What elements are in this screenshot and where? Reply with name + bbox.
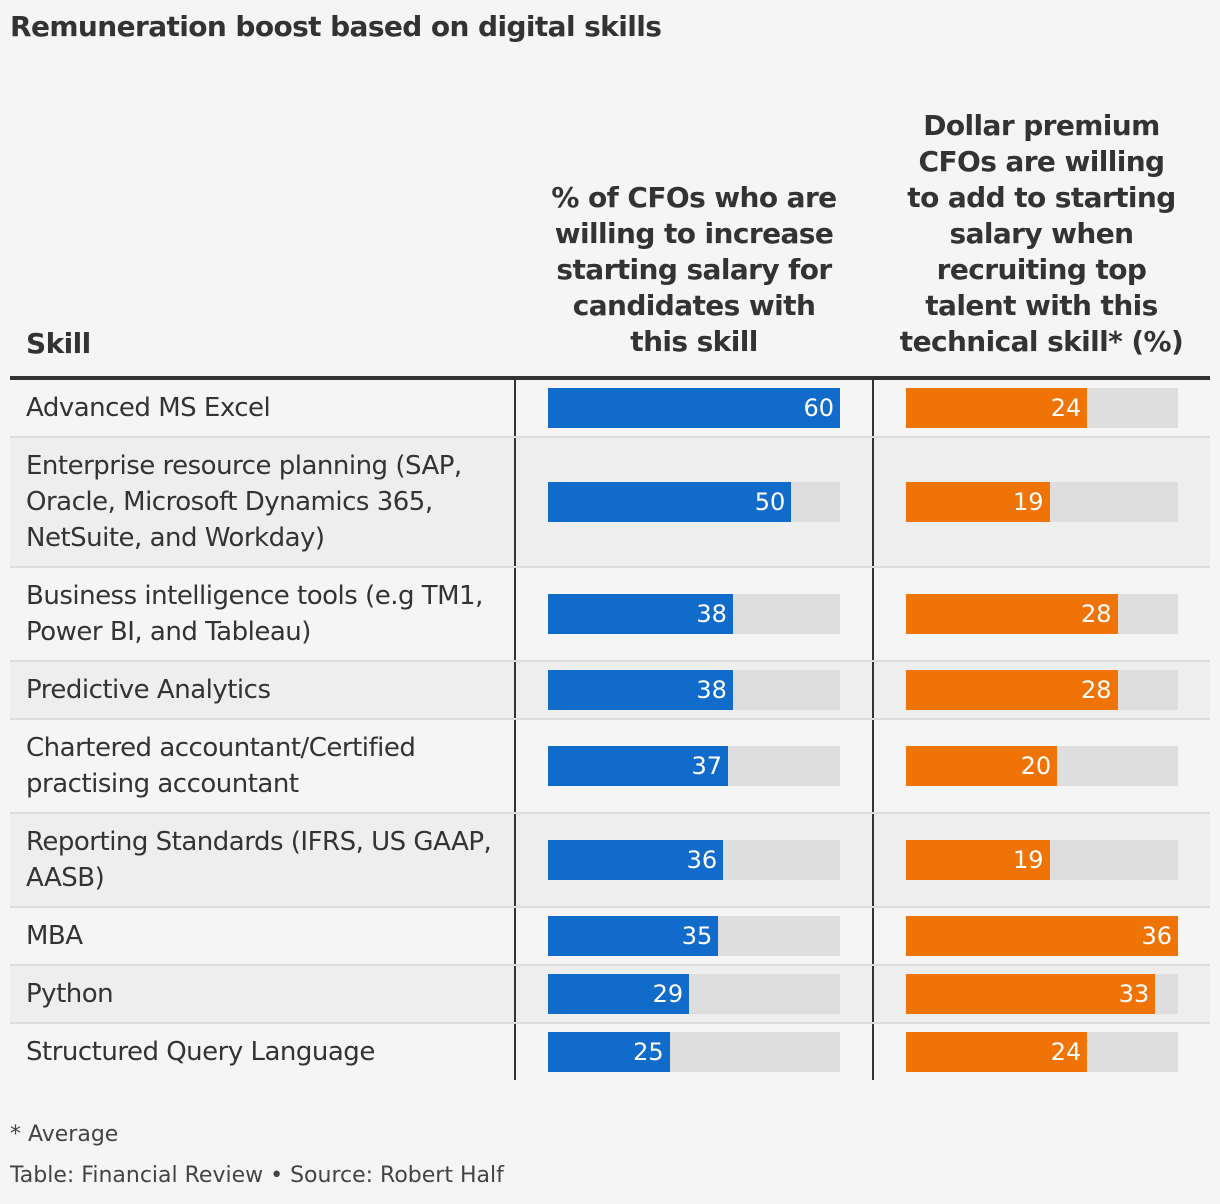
table-row: Python 29 33 [10, 966, 1210, 1024]
dollar-premium-bar-track: 19 [906, 840, 1178, 880]
cfo-percent-value-label: 38 [696, 676, 727, 704]
table-row: Chartered accountant/Certified practisin… [10, 720, 1210, 814]
table-row: Business intelligence tools (e.g TM1, Po… [10, 568, 1210, 662]
cfo-percent-bar-track: 25 [548, 1032, 840, 1072]
dollar-premium-value-label: 24 [1050, 394, 1082, 422]
cfo-percent-bar-track: 35 [548, 916, 840, 956]
cfo-percent-bar-track: 60 [548, 388, 840, 428]
column-divider [872, 814, 874, 906]
dollar-premium-bar-track: 28 [906, 670, 1178, 710]
footnote: * Average [10, 1122, 119, 1147]
dollar-premium-bar-track: 19 [906, 482, 1178, 522]
column-divider [872, 568, 874, 660]
dollar-premium-bar-track: 28 [906, 594, 1178, 634]
header-rule [10, 376, 1210, 380]
column-divider [872, 438, 874, 566]
dollar-premium-bar: 19 [906, 840, 1050, 880]
table-row: Predictive Analytics 38 28 [10, 662, 1210, 720]
dollar-premium-bar-track: 33 [906, 974, 1178, 1014]
cfo-percent-value-label: 36 [686, 846, 718, 874]
skill-label: Enterprise resource planning (SAP, Oracl… [26, 451, 462, 553]
dollar-premium-value-label: 19 [1013, 846, 1044, 874]
dollar-premium-bar-track: 24 [906, 388, 1178, 428]
column-divider [514, 438, 516, 566]
table-row: MBA 35 36 [10, 908, 1210, 966]
cfo-percent-bar-track: 29 [548, 974, 840, 1014]
skill-label: Reporting Standards (IFRS, US GAAP, AASB… [26, 827, 492, 893]
dollar-premium-value-label: 28 [1081, 676, 1112, 704]
column-divider [514, 908, 516, 964]
column-divider [514, 814, 516, 906]
column-divider [514, 1024, 516, 1080]
column-divider [872, 662, 874, 718]
dollar-premium-bar-track: 36 [906, 916, 1178, 956]
column-divider [872, 966, 874, 1022]
cfo-percent-value-label: 35 [681, 922, 713, 950]
cfo-percent-value-label: 29 [652, 980, 684, 1008]
skill-label: Business intelligence tools (e.g TM1, Po… [26, 581, 483, 647]
table-row: Reporting Standards (IFRS, US GAAP, AASB… [10, 814, 1210, 908]
cfo-percent-bar-track: 38 [548, 594, 840, 634]
cfo-percent-bar: 50 [548, 482, 792, 522]
cfo-percent-bar: 35 [548, 916, 719, 956]
column-divider [514, 966, 516, 1022]
dollar-premium-bar: 20 [906, 746, 1058, 786]
column-divider [872, 720, 874, 812]
cfo-percent-bar: 38 [548, 594, 733, 634]
dollar-premium-bar: 24 [906, 1032, 1088, 1072]
dollar-premium-value-label: 24 [1050, 1038, 1082, 1066]
dollar-premium-bar: 28 [906, 594, 1118, 634]
cfo-percent-bar: 38 [548, 670, 733, 710]
dollar-premium-bar: 19 [906, 482, 1050, 522]
column-divider [514, 662, 516, 718]
cfo-percent-value-label: 37 [691, 752, 723, 780]
header-skill: Skill [26, 327, 91, 360]
column-divider [872, 908, 874, 964]
column-divider [514, 720, 516, 812]
skill-label: MBA [26, 921, 83, 951]
dollar-premium-bar: 36 [906, 916, 1178, 956]
skill-label: Structured Query Language [26, 1037, 375, 1067]
dollar-premium-bar-track: 24 [906, 1032, 1178, 1072]
cfo-percent-value-label: 60 [803, 394, 834, 422]
cfo-percent-value-label: 50 [754, 488, 786, 516]
table-row: Structured Query Language 25 24 [10, 1024, 1210, 1080]
cfo-percent-value-label: 38 [696, 600, 727, 628]
dollar-premium-value-label: 36 [1141, 922, 1172, 950]
cfo-percent-bar-track: 50 [548, 482, 840, 522]
skill-label: Python [26, 979, 114, 1009]
dollar-premium-value-label: 33 [1118, 980, 1150, 1008]
dollar-premium-value-label: 28 [1081, 600, 1112, 628]
cfo-percent-value-label: 25 [633, 1038, 664, 1066]
cfo-percent-bar: 60 [548, 388, 840, 428]
table-header: Skill % of CFOs who are willing to incre… [10, 80, 1210, 376]
cfo-percent-bar: 25 [548, 1032, 670, 1072]
chart-title: Remuneration boost based on digital skil… [10, 10, 662, 43]
dollar-premium-value-label: 20 [1020, 752, 1052, 780]
skill-label: Advanced MS Excel [26, 393, 271, 423]
header-dollar-premium: Dollar premium CFOs are willing to add t… [899, 109, 1184, 358]
dollar-premium-bar-track: 20 [906, 746, 1178, 786]
cfo-percent-bar-track: 37 [548, 746, 840, 786]
dollar-premium-bar: 28 [906, 670, 1118, 710]
column-divider [514, 380, 516, 436]
column-divider [514, 568, 516, 660]
cfo-percent-bar-track: 36 [548, 840, 840, 880]
data-table: Advanced MS Excel 60 24 Enterprise resource… [10, 380, 1210, 1080]
dollar-premium-value-label: 19 [1013, 488, 1044, 516]
dollar-premium-bar: 33 [906, 974, 1156, 1014]
skill-label: Chartered accountant/Certified practisin… [26, 733, 416, 799]
cfo-percent-bar-track: 38 [548, 670, 840, 710]
column-divider [872, 1024, 874, 1080]
source-note: Table: Financial Review • Source: Robert… [10, 1163, 504, 1188]
table-row: Advanced MS Excel 60 24 [10, 380, 1210, 438]
cfo-percent-bar: 37 [548, 746, 729, 786]
table-row: Enterprise resource planning (SAP, Oracl… [10, 438, 1210, 568]
dollar-premium-bar: 24 [906, 388, 1088, 428]
column-divider [872, 380, 874, 436]
cfo-percent-bar: 29 [548, 974, 690, 1014]
skill-label: Predictive Analytics [26, 675, 271, 705]
cfo-percent-bar: 36 [548, 840, 724, 880]
header-cfo-percent: % of CFOs who are willing to increase st… [551, 181, 837, 358]
